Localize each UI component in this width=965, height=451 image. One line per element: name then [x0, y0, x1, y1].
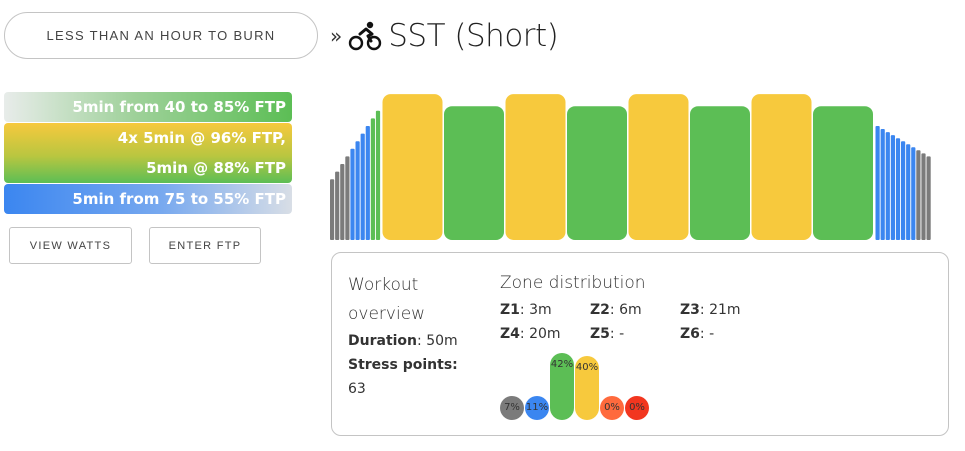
cooldown-bar-0 — [875, 126, 880, 240]
cooldown-bar-6 — [906, 144, 911, 240]
duration-value: 50m — [426, 333, 458, 349]
step-text: 4x 5min @ 96% FTP, — [117, 129, 286, 147]
stress-value: 63 — [348, 381, 366, 397]
bike-icon — [349, 21, 382, 51]
workout-overview-card: Workout overview Duration: 50m Stress po… — [331, 252, 949, 436]
zone-bar-z3: 42% — [550, 352, 574, 420]
back-button[interactable]: LESS THAN AN HOUR TO BURN — [4, 12, 318, 59]
warmup-bar-6 — [360, 133, 365, 240]
interval-block-7 — [813, 106, 873, 240]
zone-distribution-title: Zone distribution — [500, 273, 646, 293]
interval-block-5 — [690, 106, 750, 240]
interval-block-0 — [382, 94, 443, 240]
zone-stat-z4: Z4: 20m — [500, 326, 561, 342]
cooldown-bar-1 — [880, 129, 885, 240]
stress-row: Stress points: — [348, 357, 458, 373]
step-text: 5min from 75 to 55% FTP — [72, 190, 286, 208]
cooldown-bar-5 — [901, 141, 906, 240]
page-title: SST (Short) — [388, 18, 559, 54]
zone-bar-label: 0% — [604, 402, 620, 413]
cooldown-bar-8 — [916, 150, 921, 240]
zone-bar-label: 0% — [629, 402, 645, 413]
cooldown-bar-2 — [885, 132, 890, 240]
workout-profile-chart — [330, 94, 931, 240]
zone-bar-z1: 7% — [500, 396, 524, 420]
zone-bar-label: 7% — [504, 402, 520, 413]
step-text: 5min from 40 to 85% FTP — [72, 98, 286, 116]
zone-bar-label: 11% — [525, 402, 549, 413]
warmup-bar-1 — [335, 171, 340, 240]
zone-bar-label: 40% — [575, 362, 599, 373]
stress-label: Stress points — [348, 357, 453, 373]
zone-bar-z4: 40% — [575, 356, 599, 420]
zone-stat-z3: Z3: 21m — [680, 302, 741, 318]
warmup-bar-0 — [330, 179, 335, 240]
zone-stat-z2: Z2: 6m — [590, 302, 642, 318]
zone-stat-z5: Z5: - — [590, 326, 625, 342]
interval-block-1 — [444, 106, 504, 240]
warmup-bar-8 — [370, 118, 375, 240]
warmup-bar-4 — [350, 148, 355, 240]
zone-bar-z2: 11% — [525, 396, 549, 420]
page-header: » SST (Short) — [330, 14, 559, 58]
warmup-bar-3 — [345, 156, 350, 240]
duration-label: Duration — [348, 333, 418, 349]
interval-block-4 — [628, 94, 689, 240]
zone-stat-z1: Z1: 3m — [500, 302, 552, 318]
enter-ftp-button[interactable]: ENTER FTP — [149, 227, 261, 264]
step-text: 5min @ 88% FTP — [146, 159, 286, 177]
zone-stat-z6: Z6: - — [680, 326, 715, 342]
cooldown-bar-3 — [890, 135, 895, 240]
zone-bar-z5: 0% — [600, 396, 624, 420]
cooldown-bar-10 — [926, 156, 931, 240]
workout-step-intervals: 4x 5min @ 96% FTP, 5min @ 88% FTP — [4, 123, 292, 183]
cooldown-bar-7 — [911, 147, 916, 240]
overview-title: Workout overview — [348, 275, 426, 324]
interval-block-2 — [505, 94, 566, 240]
warmup-bar-7 — [365, 126, 370, 240]
warmup-bar-2 — [340, 164, 345, 240]
breadcrumb-separator: » — [330, 24, 343, 48]
workout-step-cooldown: 5min from 75 to 55% FTP — [4, 184, 292, 214]
zone-bar-label: 42% — [550, 358, 574, 370]
warmup-bar-9 — [375, 110, 381, 240]
workout-step-warmup: 5min from 40 to 85% FTP — [4, 92, 292, 122]
interval-block-6 — [751, 94, 812, 240]
cooldown-bar-9 — [921, 153, 926, 240]
duration-row: Duration: 50m — [348, 333, 458, 349]
zone-bar-z6: 0% — [625, 396, 649, 420]
warmup-bar-5 — [355, 141, 360, 240]
interval-block-3 — [567, 106, 627, 240]
view-watts-button[interactable]: VIEW WATTS — [9, 227, 132, 264]
cooldown-bar-4 — [895, 138, 901, 240]
